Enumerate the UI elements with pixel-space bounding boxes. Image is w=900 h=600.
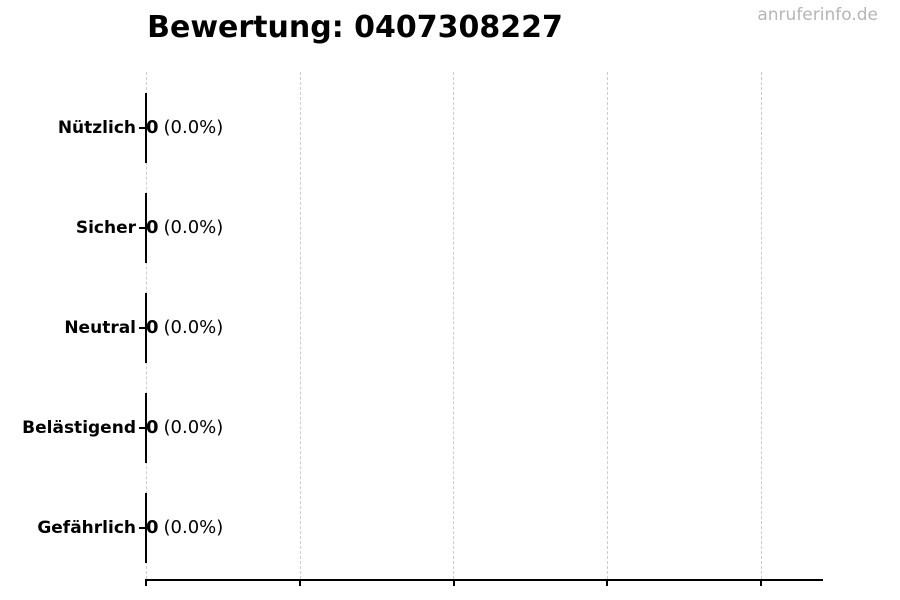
bar-value-annotation: 0 (0.0%) — [146, 393, 223, 463]
bar-count: 0 — [146, 317, 159, 338]
category-label: Nützlich — [57, 118, 136, 138]
x-axis-line — [145, 579, 823, 581]
bar-percent: (0.0%) — [163, 317, 224, 338]
zero-value-bar — [145, 293, 147, 363]
y-axis-tick — [139, 227, 146, 229]
y-axis-tick — [139, 427, 146, 429]
x-axis-tick — [760, 581, 762, 586]
y-axis-tick — [139, 127, 146, 129]
x-gridline — [300, 72, 301, 579]
zero-value-bar — [145, 493, 147, 563]
zero-value-bar — [145, 93, 147, 163]
bar-percent: (0.0%) — [163, 117, 224, 138]
bar-percent: (0.0%) — [163, 217, 224, 238]
category-label: Sicher — [75, 218, 136, 238]
watermark: anruferinfo.de — [757, 5, 878, 25]
bar-count: 0 — [146, 417, 159, 438]
bar-count: 0 — [146, 117, 159, 138]
zero-value-bar — [145, 193, 147, 263]
category-label: Belästigend — [22, 418, 136, 438]
bar-percent: (0.0%) — [163, 417, 224, 438]
x-gridline — [607, 72, 608, 579]
y-axis-tick — [139, 527, 146, 529]
x-gridline — [453, 72, 454, 579]
bar-value-annotation: 0 (0.0%) — [146, 293, 223, 363]
chart-row: Neutral 0 (0.0%) — [0, 293, 900, 363]
chart-title: Bewertung: 0407308227 — [147, 10, 563, 45]
x-axis-tick — [299, 581, 301, 586]
bar-value-annotation: 0 (0.0%) — [146, 493, 223, 563]
x-gridline — [761, 72, 762, 579]
zero-value-bar — [145, 393, 147, 463]
category-label: Neutral — [64, 318, 136, 338]
chart-row: Sicher 0 (0.0%) — [0, 193, 900, 263]
bar-value-annotation: 0 (0.0%) — [146, 93, 223, 163]
category-label: Gefährlich — [37, 518, 136, 538]
x-axis-tick — [145, 581, 147, 586]
chart-row: Nützlich 0 (0.0%) — [0, 93, 900, 163]
y-axis-tick — [139, 327, 146, 329]
bar-count: 0 — [146, 217, 159, 238]
chart-row: Belästigend 0 (0.0%) — [0, 393, 900, 463]
bar-value-annotation: 0 (0.0%) — [146, 193, 223, 263]
bar-count: 0 — [146, 517, 159, 538]
chart-row: Gefährlich 0 (0.0%) — [0, 493, 900, 563]
x-axis-tick — [453, 581, 455, 586]
x-axis-tick — [606, 581, 608, 586]
bar-percent: (0.0%) — [163, 517, 224, 538]
